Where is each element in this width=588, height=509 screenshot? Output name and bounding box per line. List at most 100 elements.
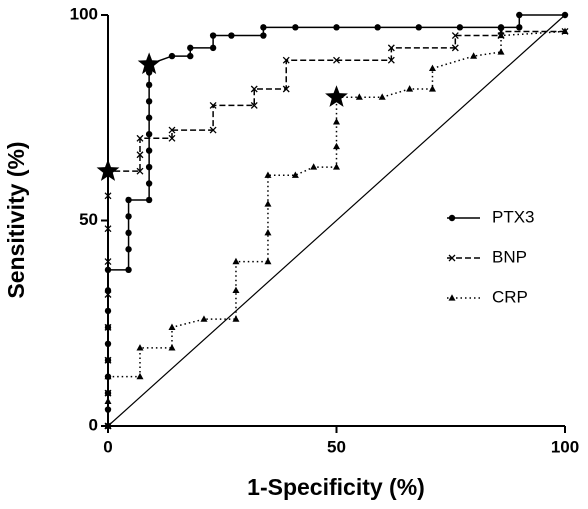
point [136,167,144,175]
reference-line [107,14,566,427]
point [104,258,112,266]
point [145,147,153,154]
point [200,315,208,322]
point [125,266,132,274]
point [250,85,258,93]
point [136,151,144,159]
point [104,225,112,233]
point [125,246,132,253]
x-tick-label: 50 [327,437,346,456]
point [145,114,153,121]
legend-marker [448,254,456,262]
point [125,213,132,220]
point [104,422,112,429]
point [209,32,217,39]
point [333,163,340,170]
point [136,134,144,142]
x-tick-label: 100 [551,437,579,456]
point [264,257,272,265]
point [374,24,381,31]
y-axis-label: Sensitivity (%) [3,141,29,298]
point [497,31,505,39]
x-tick-label: 0 [103,437,112,456]
point [516,24,523,31]
point [428,64,436,72]
point [355,93,363,100]
y-tick-label: 0 [89,415,98,434]
point [104,406,112,413]
point [145,98,153,105]
point [333,56,340,64]
point [145,81,153,89]
point [264,171,272,178]
point [470,52,478,59]
y-tick-label: 100 [70,4,98,23]
point [104,192,112,200]
point [378,93,386,100]
point [232,257,240,265]
point [136,344,144,351]
cutoff-star [96,159,120,181]
point [260,24,267,31]
point [104,356,112,364]
point [451,44,459,52]
point [497,27,505,35]
point [104,323,112,331]
point [145,196,153,204]
point [333,24,340,31]
point [104,307,112,315]
point [451,32,459,40]
point [250,101,258,109]
point [333,118,340,125]
point [209,126,217,134]
point [168,52,176,60]
point [561,27,569,35]
legend-label: BNP [492,247,527,266]
legend-label: CRP [492,287,528,306]
point [104,372,112,380]
point [168,126,176,134]
point [145,69,153,76]
point [333,142,340,150]
legend-marker [448,294,456,301]
point [516,11,523,19]
point [232,315,240,322]
legend-label: PTX3 [492,207,535,226]
point [387,56,395,64]
point [310,163,318,170]
cutoff-star [137,52,161,75]
point [168,344,176,351]
point [260,32,267,39]
point [497,48,505,55]
point [209,101,217,109]
y-tick-label: 50 [79,210,98,229]
point [209,44,217,52]
point [125,196,132,204]
series-line [107,30,565,426]
point [136,372,144,380]
point [264,200,272,207]
point [187,52,194,60]
point [145,130,153,138]
point [187,44,194,52]
point [168,134,176,142]
point [406,85,414,92]
point [282,56,290,64]
x-axis-label: 1-Specificity (%) [247,474,425,500]
point [168,323,176,330]
point [415,24,422,31]
point [387,44,395,52]
point [104,397,112,404]
point [291,171,299,178]
point [145,163,153,171]
point [456,24,464,31]
point [145,180,153,187]
point [104,291,112,298]
point [232,286,240,293]
point [282,85,290,93]
point [428,85,436,92]
legend-marker [448,214,456,222]
point [292,24,299,31]
point [125,229,132,237]
